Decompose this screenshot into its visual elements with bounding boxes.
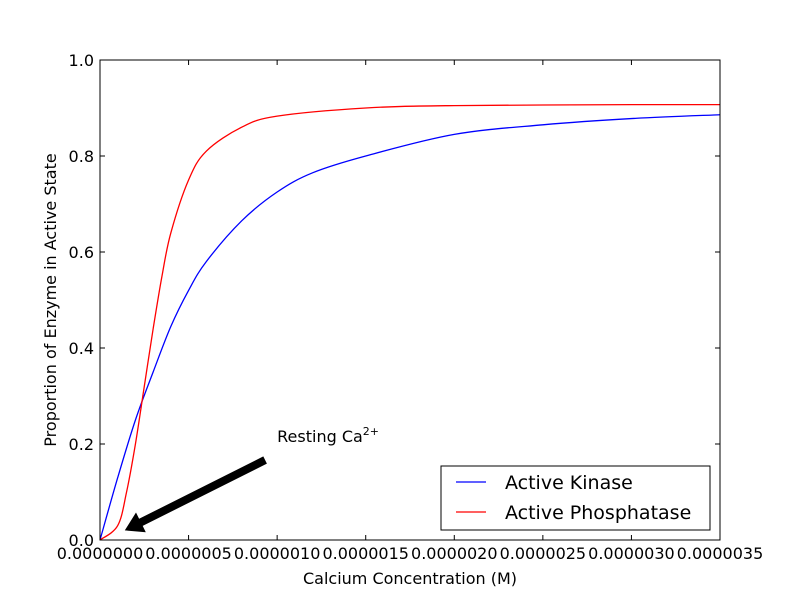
plot-frame [99,59,721,541]
legend-label-phosphatase: Active Phosphatase [505,502,691,524]
y-tick-label: 1.0 [69,51,94,70]
annotation-arrow [124,456,267,533]
legend-box [440,465,711,531]
x-tick-label: 0.0000020 [411,544,498,563]
x-axis-label: Calcium Concentration (M) [303,569,517,588]
legend: Active Kinase Active Phosphatase [440,465,711,531]
ticks-layer: 0.0000000 0.0000005 0.0000010 0.0000015 0.00… [57,51,764,563]
series-line-phosphatase [100,103,720,540]
x-tick-label: 0.0000025 [500,544,587,563]
x-tick-label: 0.0000005 [145,544,232,563]
y-tick-label: 0.2 [69,435,94,454]
x-tick-label: 0.0000000 [57,544,144,563]
x-tick-label: 0.0000030 [588,544,675,563]
x-tick-label: 0.0000010 [234,544,321,563]
y-tick-label: 0.8 [69,147,94,166]
series-layer [100,103,720,540]
x-tick-label: 0.0000015 [322,544,409,563]
y-tick-label: 0.4 [69,339,94,358]
annotation-layer: Resting Ca2+ [124,425,379,533]
y-tick-label: 0.0 [69,531,94,550]
legend-label-kinase: Active Kinase [505,472,633,494]
x-tick-label: 0.0000035 [677,544,764,563]
annotation-label: Resting Ca2+ [277,425,379,446]
y-tick-label: 0.6 [69,243,94,262]
y-axis-label: Proportion of Enzyme in Active State [41,153,60,446]
